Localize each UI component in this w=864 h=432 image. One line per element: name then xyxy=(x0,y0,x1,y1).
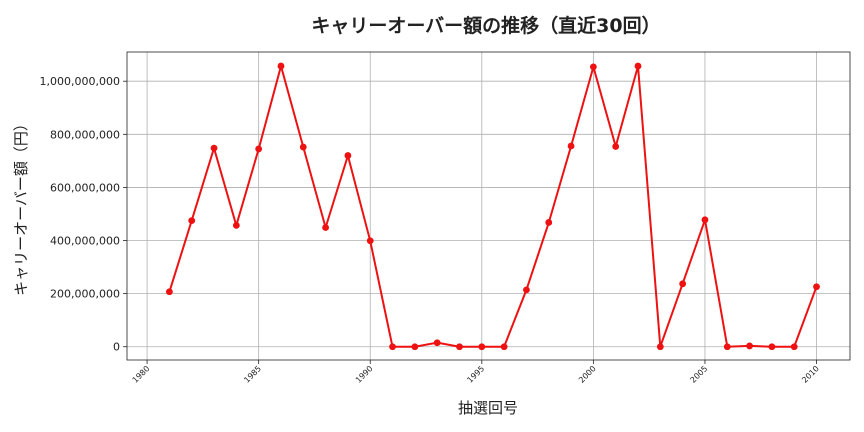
data-point xyxy=(433,339,441,347)
data-point xyxy=(790,343,798,351)
data-point xyxy=(366,237,374,245)
data-point xyxy=(277,62,285,70)
data-point xyxy=(701,216,709,224)
data-point xyxy=(232,221,240,229)
data-point xyxy=(746,342,753,350)
data-point xyxy=(656,343,664,351)
y-tick-label: 600,000,000 xyxy=(50,181,120,194)
y-tick-label: 0 xyxy=(113,341,120,354)
data-point xyxy=(478,343,486,351)
data-point xyxy=(210,144,218,152)
x-tick-label: 2010 xyxy=(800,364,821,385)
data-point xyxy=(545,219,553,226)
y-tick-label: 200,000,000 xyxy=(50,288,120,301)
data-point xyxy=(456,343,463,351)
axis-ticks: 0 200,000,000 400,000,000 600,000,000 800,00… xyxy=(40,75,821,385)
data-point xyxy=(255,145,263,153)
y-axis-label: キャリーオーバー額（円） xyxy=(12,116,30,296)
x-tick-label: 1990 xyxy=(354,364,375,385)
data-point xyxy=(299,143,307,151)
data-point xyxy=(567,142,575,150)
x-tick-label: 2000 xyxy=(577,364,598,385)
gridlines xyxy=(127,52,850,360)
x-tick-label: 1980 xyxy=(131,364,152,385)
data-point xyxy=(589,63,597,71)
plot-series xyxy=(165,62,820,351)
y-tick-label: 800,000,000 xyxy=(50,128,120,141)
x-tick-label: 1995 xyxy=(465,364,486,385)
data-point xyxy=(344,152,352,159)
series-line xyxy=(168,62,818,348)
plot-frame xyxy=(126,51,851,361)
data-point xyxy=(813,283,820,291)
data-point xyxy=(411,343,419,351)
data-point xyxy=(768,343,776,351)
x-axis-label: 抽選回号 xyxy=(458,399,518,417)
data-point xyxy=(723,343,731,351)
data-point xyxy=(634,62,642,70)
data-point xyxy=(523,286,530,294)
data-point xyxy=(322,224,330,231)
data-point xyxy=(500,343,508,351)
chart-title: キャリーオーバー額の推移（直近30回） xyxy=(311,14,660,37)
data-point xyxy=(612,143,620,150)
data-point xyxy=(165,288,173,296)
y-tick-label: 1,000,000,000 xyxy=(40,75,120,88)
data-point xyxy=(188,217,196,225)
data-point xyxy=(679,280,687,288)
x-tick-label: 1985 xyxy=(242,364,263,385)
y-tick-label: 400,000,000 xyxy=(50,235,120,248)
data-point xyxy=(389,343,396,351)
x-tick-label: 2005 xyxy=(689,364,710,385)
